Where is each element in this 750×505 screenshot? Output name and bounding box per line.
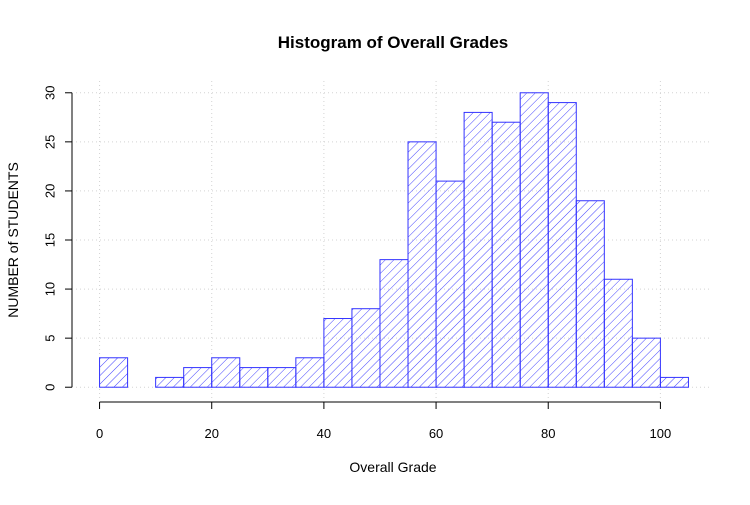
histogram-bar xyxy=(155,376,185,388)
histogram-bar xyxy=(351,308,381,388)
y-tick-label: 0 xyxy=(43,384,58,391)
histogram-bar xyxy=(211,357,241,388)
histogram-bar xyxy=(239,367,269,388)
x-axis-title: Overall Grade xyxy=(349,459,436,475)
axes-layer: 0 20 40 60 80 100 0 5 10 15 20 25 30 xyxy=(43,86,672,441)
histogram-bar xyxy=(547,102,577,388)
histogram-bar xyxy=(435,180,465,388)
y-axis-title: NUMBER of STUDENTS xyxy=(5,162,21,318)
x-tick-label: 60 xyxy=(429,426,443,441)
y-tick-label: 30 xyxy=(43,86,58,100)
histogram-bar xyxy=(491,121,521,388)
y-tick-label: 25 xyxy=(43,135,58,149)
histogram-bar xyxy=(659,376,689,388)
histogram-bar xyxy=(99,357,129,388)
histogram-bar xyxy=(463,111,493,388)
chart-title: Histogram of Overall Grades xyxy=(278,33,509,52)
x-tick-label: 0 xyxy=(96,426,103,441)
histogram-bar xyxy=(631,337,661,388)
histogram-bar xyxy=(183,367,213,388)
y-tick-label: 10 xyxy=(43,282,58,296)
histogram-bar xyxy=(407,141,437,388)
histogram-bar xyxy=(603,278,633,388)
histogram-bar xyxy=(295,357,325,388)
x-tick-label: 100 xyxy=(650,426,672,441)
y-tick-label: 15 xyxy=(43,233,58,247)
histogram-bar xyxy=(575,200,605,388)
x-tick-label: 80 xyxy=(541,426,555,441)
histogram-bar xyxy=(267,367,297,388)
bars-layer xyxy=(99,92,689,388)
histogram-bar xyxy=(379,259,409,388)
x-tick-label: 40 xyxy=(317,426,331,441)
y-tick-label: 5 xyxy=(43,335,58,342)
x-tick-label: 20 xyxy=(204,426,218,441)
y-tick-label: 20 xyxy=(43,184,58,198)
histogram-bar xyxy=(519,92,549,388)
histogram-bar xyxy=(323,318,353,388)
